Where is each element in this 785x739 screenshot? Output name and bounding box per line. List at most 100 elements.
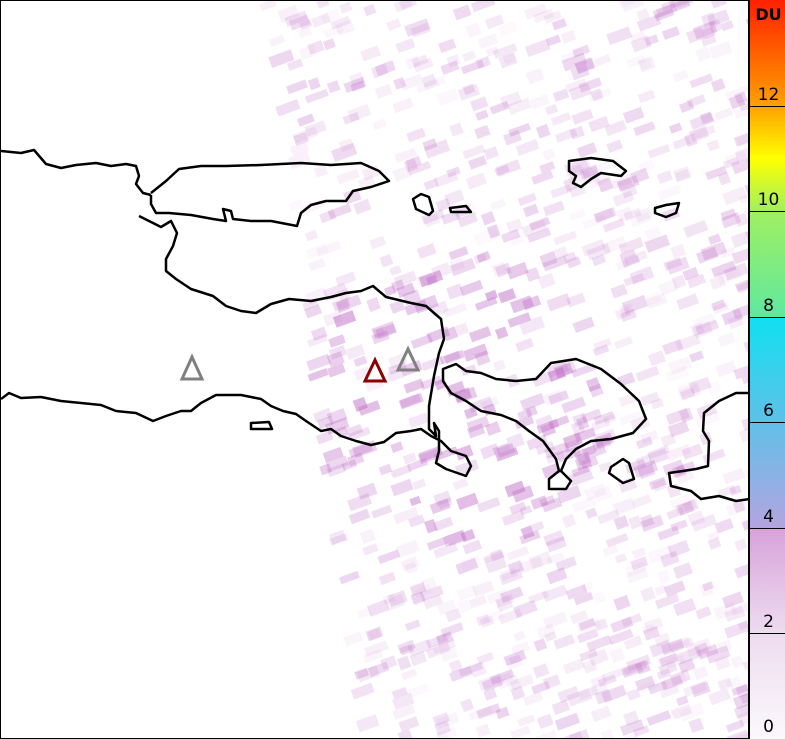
so2-pixel [392, 97, 414, 114]
so2-pixel [336, 294, 362, 312]
so2-pixel [511, 485, 534, 503]
so2-pixel [393, 0, 414, 13]
so2-pixel [652, 478, 667, 492]
so2-pixel [286, 58, 304, 72]
so2-pixel [535, 414, 554, 429]
so2-pixel [331, 142, 358, 163]
so2-pixel [486, 589, 509, 605]
so2-pixel [550, 184, 572, 199]
so2-pixel [632, 725, 650, 737]
so2-pixel [615, 206, 634, 222]
so2-pixel [546, 360, 570, 378]
so2-pixel [446, 54, 461, 68]
coastline-lombok [667, 391, 751, 503]
so2-pixel [645, 293, 668, 310]
volcano-triangle-active [362, 356, 388, 383]
so2-pixel [674, 499, 697, 515]
so2-pixel [304, 88, 329, 104]
so2-pixel [618, 392, 638, 407]
so2-pixel [686, 273, 706, 289]
so2-pixel [571, 108, 594, 125]
so2-pixel [728, 93, 746, 110]
so2-pixel [453, 322, 470, 337]
so2-pixel [551, 18, 568, 31]
so2-pixel [566, 292, 586, 308]
so2-pixel [644, 226, 662, 241]
island-small-3 [448, 204, 473, 214]
so2-pixel [674, 333, 701, 352]
so2-pixel [499, 586, 524, 603]
so2-pixel [452, 478, 469, 491]
so2-pixel [710, 0, 727, 9]
so2-pixel [545, 34, 562, 47]
so2-pixel [622, 106, 645, 124]
so2-pixel [695, 46, 712, 62]
so2-pixel [565, 584, 588, 600]
so2-pixel [414, 584, 433, 598]
so2-pixel [667, 420, 690, 438]
so2-pixel [495, 447, 519, 462]
so2-pixel [536, 623, 556, 640]
so2-pixel [334, 19, 356, 37]
so2-pixel [426, 536, 449, 551]
so2-pixel [347, 103, 372, 122]
so2-pixel [678, 658, 696, 674]
so2-pixel [496, 674, 519, 690]
so2-pixel [690, 681, 711, 698]
so2-pixel [711, 260, 737, 278]
so2-pixel [637, 89, 656, 104]
so2-pixel [722, 186, 748, 206]
so2-pixel [468, 155, 488, 170]
so2-pixel [405, 55, 421, 70]
so2-pixel [613, 498, 635, 516]
so2-pixel [597, 509, 620, 525]
so2-pixel [541, 462, 562, 479]
so2-pixel [678, 407, 694, 423]
so2-pixel [576, 416, 590, 431]
so2-pixel [501, 510, 526, 526]
so2-pixel [623, 272, 645, 287]
so2-pixel [669, 669, 691, 686]
so2-pixel [336, 168, 360, 185]
so2-pixel [568, 82, 592, 101]
so2-pixel [532, 8, 555, 24]
so2-pixel [506, 678, 522, 692]
so2-pixel [639, 679, 660, 693]
so2-pixel [539, 161, 556, 174]
so2-pixel [581, 408, 602, 424]
so2-pixel [621, 613, 643, 628]
so2-pixel [543, 10, 562, 24]
so2-pixel [494, 164, 510, 176]
so2-pixel [445, 608, 462, 623]
so2-pixel [711, 299, 726, 312]
so2-pixel [574, 427, 596, 443]
so2-pixel [665, 256, 690, 275]
so2-pixel [335, 271, 357, 287]
so2-pixel [658, 660, 678, 677]
so2-pixel [503, 649, 527, 666]
so2-pixel [302, 298, 319, 311]
so2-pixel [468, 326, 492, 343]
so2-pixel [678, 702, 705, 722]
so2-pixel [352, 396, 368, 412]
so2-pixel [628, 515, 643, 530]
so2-pixel [583, 483, 607, 501]
so2-pixel [494, 262, 512, 278]
so2-pixel [399, 393, 422, 409]
so2-pixel [498, 52, 518, 69]
so2-pixel [569, 610, 589, 625]
so2-pixel [374, 60, 396, 77]
so2-pixel [723, 156, 740, 169]
so2-pixel [509, 674, 535, 691]
so2-pixel [462, 343, 489, 362]
so2-pixel [366, 599, 390, 617]
so2-pixel [727, 314, 744, 330]
so2-pixel [665, 654, 687, 669]
so2-pixel [343, 631, 364, 647]
so2-pixel [492, 442, 511, 456]
so2-pixel [507, 560, 524, 575]
so2-pixel [654, 8, 675, 22]
so2-pixel [735, 684, 750, 698]
so2-pixel [355, 714, 380, 733]
